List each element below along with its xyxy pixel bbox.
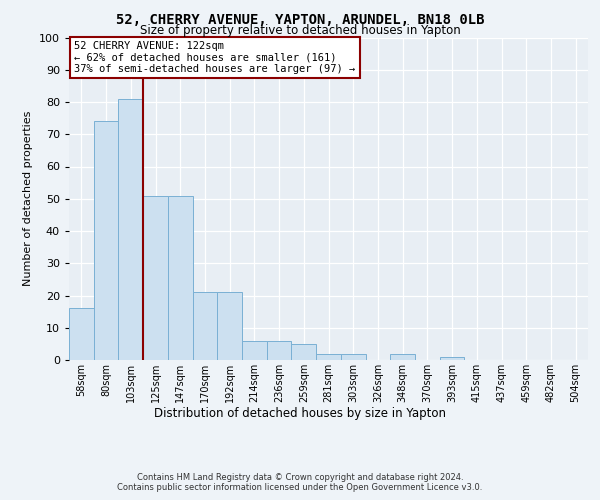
Text: 52 CHERRY AVENUE: 122sqm
← 62% of detached houses are smaller (161)
37% of semi-: 52 CHERRY AVENUE: 122sqm ← 62% of detach… xyxy=(74,40,355,74)
Bar xyxy=(267,340,292,360)
Bar xyxy=(94,122,118,360)
Bar xyxy=(168,196,193,360)
Bar xyxy=(292,344,316,360)
Text: Size of property relative to detached houses in Yapton: Size of property relative to detached ho… xyxy=(140,24,460,37)
Text: Contains HM Land Registry data © Crown copyright and database right 2024.
Contai: Contains HM Land Registry data © Crown c… xyxy=(118,472,482,492)
Text: 52, CHERRY AVENUE, YAPTON, ARUNDEL, BN18 0LB: 52, CHERRY AVENUE, YAPTON, ARUNDEL, BN18… xyxy=(116,12,484,26)
Bar xyxy=(217,292,242,360)
Bar xyxy=(143,196,168,360)
Bar xyxy=(390,354,415,360)
Bar xyxy=(440,357,464,360)
Bar xyxy=(341,354,365,360)
Bar xyxy=(69,308,94,360)
Bar xyxy=(242,340,267,360)
Bar xyxy=(316,354,341,360)
Y-axis label: Number of detached properties: Number of detached properties xyxy=(23,111,34,286)
Text: Distribution of detached houses by size in Yapton: Distribution of detached houses by size … xyxy=(154,408,446,420)
Bar xyxy=(193,292,217,360)
Bar xyxy=(118,99,143,360)
